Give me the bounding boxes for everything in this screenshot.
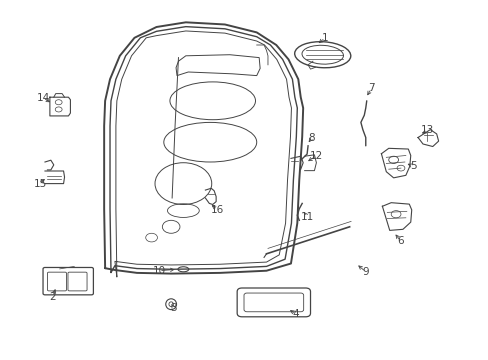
Text: 8: 8 bbox=[308, 132, 315, 143]
Text: 2: 2 bbox=[49, 292, 56, 302]
Text: 9: 9 bbox=[362, 267, 368, 277]
Text: 12: 12 bbox=[309, 150, 323, 161]
Text: 14: 14 bbox=[36, 93, 50, 103]
Text: 7: 7 bbox=[367, 83, 374, 93]
Text: 1: 1 bbox=[321, 33, 328, 43]
Text: 11: 11 bbox=[300, 212, 313, 222]
Text: 10: 10 bbox=[152, 266, 165, 276]
Text: 5: 5 bbox=[409, 161, 416, 171]
Text: 3: 3 bbox=[170, 303, 177, 313]
Text: 15: 15 bbox=[33, 179, 47, 189]
Text: 13: 13 bbox=[420, 125, 434, 135]
Text: 4: 4 bbox=[292, 309, 299, 319]
Text: 6: 6 bbox=[397, 236, 404, 246]
Text: 16: 16 bbox=[210, 204, 224, 215]
